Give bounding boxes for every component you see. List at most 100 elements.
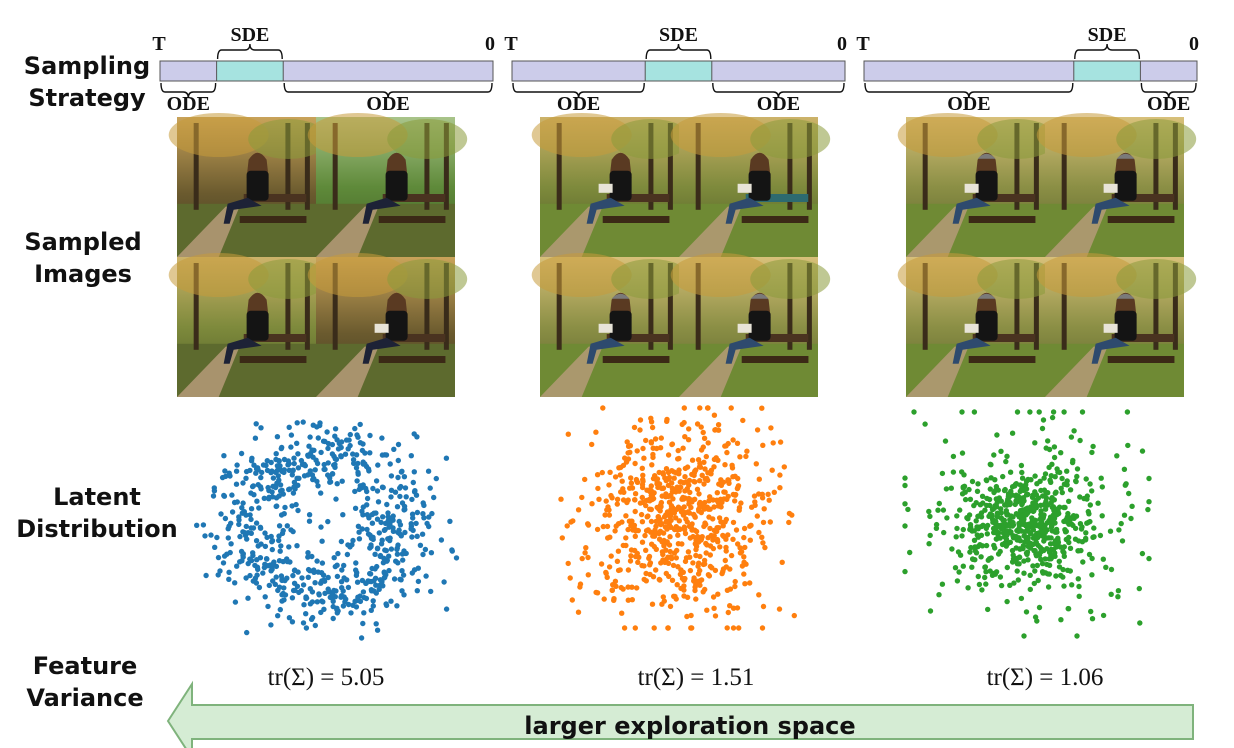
image-person-legs <box>586 197 625 224</box>
scatter-point <box>225 526 231 532</box>
scatter-point <box>620 497 627 503</box>
image-person-cap <box>611 293 630 299</box>
scatter-point <box>730 605 737 611</box>
scatter-point <box>654 445 660 452</box>
scatter-point <box>353 452 360 458</box>
scatter-point <box>667 548 673 555</box>
scatter-point <box>612 528 618 534</box>
scatter-point <box>258 541 264 547</box>
scatter-point <box>1033 497 1039 503</box>
scatter-point <box>290 490 297 496</box>
scatter-point <box>991 489 997 496</box>
scatter-point <box>383 547 389 554</box>
scatter-point <box>693 528 700 535</box>
scatter-point <box>403 550 409 557</box>
scatter-point <box>278 543 284 549</box>
scatter-point <box>1039 569 1046 575</box>
scatter-point <box>615 548 622 554</box>
scatter-point <box>321 578 327 584</box>
scatter-point <box>598 561 605 567</box>
scatter-point <box>1056 558 1063 564</box>
scatter-point <box>724 625 730 631</box>
scatter-point <box>990 506 996 512</box>
scatter-point <box>281 585 287 591</box>
scatter-point <box>1066 498 1072 504</box>
scatter-point <box>361 610 367 616</box>
scatter-point <box>558 496 564 502</box>
scatter-point <box>226 576 232 582</box>
scatter-point <box>637 417 644 423</box>
scatter-point <box>983 525 989 532</box>
scatter-point <box>659 521 665 527</box>
scatter-point <box>729 465 736 471</box>
image-foliage <box>168 253 269 297</box>
scatter-point <box>984 477 990 484</box>
scatter-point <box>1061 550 1067 556</box>
scatter-point <box>247 512 253 518</box>
scatter-point <box>360 441 366 447</box>
scatter-point <box>717 544 723 550</box>
scatter-point <box>1064 518 1070 524</box>
scatter-point <box>274 434 281 440</box>
scatter-point <box>268 622 274 628</box>
scatter-point <box>1042 556 1048 562</box>
scatter-point <box>754 427 761 433</box>
scatter-point <box>353 465 360 471</box>
image-tree-trunk <box>1172 123 1178 210</box>
scatter-point <box>306 443 312 449</box>
scatter-point <box>760 540 766 546</box>
scatter-point <box>419 531 426 537</box>
scatter-point <box>939 581 946 587</box>
scatter-point <box>697 405 703 411</box>
scatter-point <box>300 419 306 425</box>
scatter-point <box>649 492 655 499</box>
scatter-point <box>402 529 408 536</box>
scatter-point <box>1014 499 1020 505</box>
sampled-image <box>168 253 329 397</box>
image-path <box>679 346 742 397</box>
scatter-point <box>648 439 654 445</box>
scatter-point <box>593 589 599 596</box>
row-label-line: Distribution <box>16 515 178 543</box>
image-bench-back <box>745 334 809 342</box>
scatter-point <box>258 474 264 481</box>
scatter-point <box>360 504 366 510</box>
scatter-point <box>370 536 376 543</box>
scatter-point <box>1002 540 1008 546</box>
scatter-point <box>927 513 933 520</box>
scatter-point <box>360 589 367 595</box>
scatter-point <box>1024 510 1031 517</box>
scatter-point <box>202 533 208 539</box>
scatter-point <box>315 435 321 441</box>
scatter-point <box>734 605 741 611</box>
scatter-point <box>325 472 331 478</box>
scatter-point <box>1067 568 1074 574</box>
scatter-point <box>251 492 257 498</box>
image-book <box>1103 183 1118 193</box>
scatter-point <box>741 571 747 577</box>
scatter-point <box>1090 443 1096 450</box>
scatter-point <box>315 483 321 489</box>
scatter-point <box>290 572 296 579</box>
scatter-point <box>453 555 460 561</box>
ode-label: ODE <box>757 93 800 115</box>
scatter-point <box>579 555 585 562</box>
scatter-point <box>295 507 301 514</box>
scatter-point <box>372 566 378 572</box>
scatter-point <box>412 488 418 494</box>
scatter-point <box>210 493 217 499</box>
scatter-point <box>686 510 693 516</box>
scatter-point <box>276 558 283 564</box>
scatter-point <box>275 613 281 619</box>
scatter-point <box>960 526 966 533</box>
scatter-point <box>325 518 331 525</box>
scatter-col2 <box>558 405 797 631</box>
scatter-point <box>627 558 634 564</box>
scatter-point <box>694 486 701 492</box>
scatter-point <box>395 560 401 566</box>
scatter-point <box>1087 481 1093 487</box>
scatter-point <box>1085 508 1092 515</box>
image-foliage <box>1036 253 1137 297</box>
scatter-point <box>334 573 341 580</box>
scatter-point <box>741 554 747 560</box>
